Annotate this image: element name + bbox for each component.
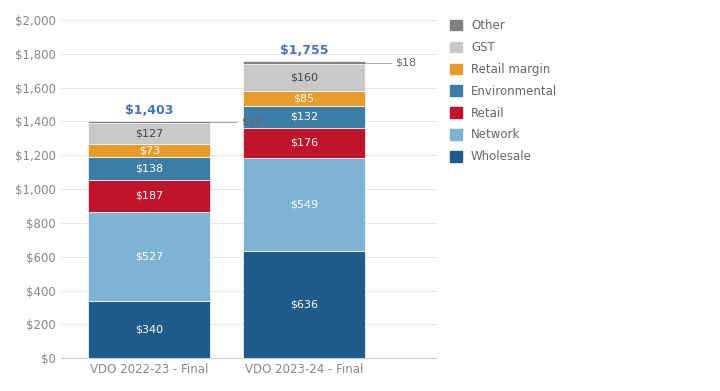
Text: $340: $340 — [135, 325, 163, 334]
Text: $85: $85 — [293, 93, 315, 104]
Bar — [243, 61, 364, 64]
Bar — [243, 106, 364, 128]
Text: $132: $132 — [290, 112, 318, 122]
Text: $160: $160 — [290, 73, 318, 83]
Text: $636: $636 — [290, 300, 318, 309]
Bar — [243, 128, 364, 158]
Text: $1,755: $1,755 — [279, 44, 328, 57]
Bar — [89, 301, 210, 358]
Bar — [243, 64, 364, 91]
Bar — [89, 180, 210, 212]
Bar — [89, 212, 210, 301]
Bar — [89, 123, 210, 144]
Bar — [243, 251, 364, 358]
Text: $127: $127 — [135, 129, 163, 138]
Bar — [243, 158, 364, 251]
Text: $187: $187 — [135, 191, 163, 201]
Bar — [89, 157, 210, 180]
Text: $527: $527 — [135, 251, 163, 261]
Text: $1,403: $1,403 — [125, 104, 174, 117]
Text: $18: $18 — [395, 58, 417, 68]
Bar — [89, 144, 210, 157]
Bar — [89, 121, 210, 123]
Text: $73: $73 — [139, 145, 160, 156]
Text: $138: $138 — [135, 163, 163, 173]
Legend: Other, GST, Retail margin, Environmental, Retail, Network, Wholesale: Other, GST, Retail margin, Environmental… — [450, 19, 557, 163]
Text: $549: $549 — [289, 199, 318, 209]
Text: $176: $176 — [290, 138, 318, 148]
Bar — [243, 91, 364, 106]
Text: $10: $10 — [241, 117, 262, 127]
